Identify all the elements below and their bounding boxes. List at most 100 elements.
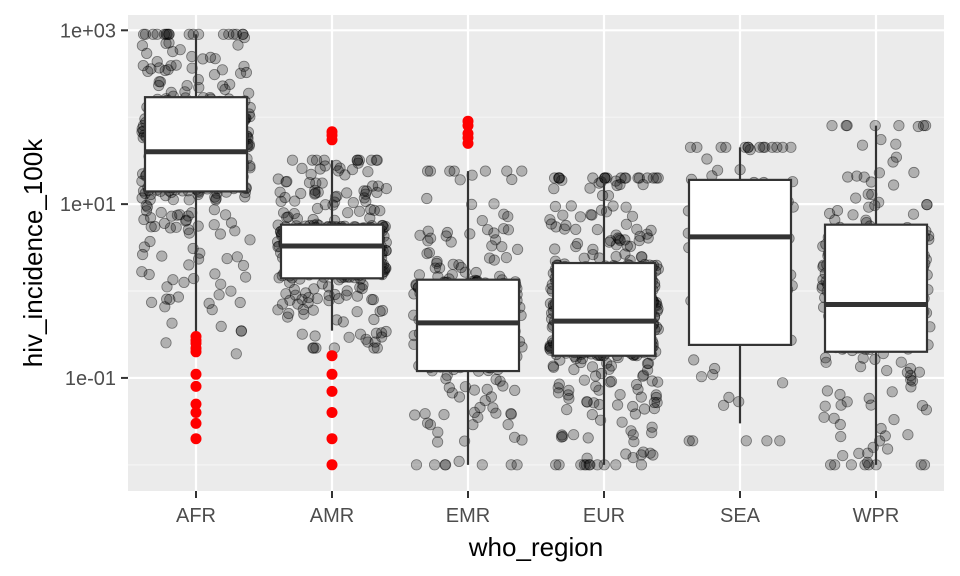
outlier-point: [462, 115, 474, 127]
jitter-point: [331, 190, 343, 202]
jitter-point: [759, 141, 771, 153]
jitter-point: [508, 431, 521, 443]
jitter-point: [204, 51, 217, 64]
jitter-point: [243, 87, 255, 99]
jitter-point: [333, 292, 345, 305]
jitter-point: [339, 169, 351, 181]
jitter-point: [368, 204, 380, 216]
jitter-point: [153, 62, 165, 74]
jitter-point: [919, 120, 932, 132]
jitter-point: [422, 235, 434, 247]
jitter-point: [356, 282, 368, 295]
jitter-point: [372, 180, 384, 192]
jitter-point: [447, 258, 459, 270]
jitter-point: [147, 28, 159, 40]
jitter-point: [497, 380, 509, 392]
outlier-point: [190, 417, 202, 429]
jitter-point: [633, 235, 645, 247]
jitter-point: [210, 194, 222, 206]
jitter-point: [216, 64, 228, 76]
jitter-point: [309, 188, 321, 200]
jitter-point: [468, 384, 480, 396]
jitter-point: [834, 418, 846, 431]
jitter-point: [209, 268, 221, 280]
jitter-point: [895, 356, 907, 368]
jitter-point: [159, 301, 171, 313]
jitter-point: [634, 230, 646, 242]
jitter-point: [357, 279, 369, 291]
jitter-point: [917, 120, 930, 132]
jitter-point: [370, 327, 382, 339]
jitter-point: [440, 230, 452, 242]
jitter-point: [550, 221, 562, 233]
jitter-point: [422, 225, 434, 237]
jitter-point: [240, 271, 252, 283]
jitter-point: [213, 289, 225, 301]
jitter-point: [183, 194, 195, 206]
jitter-point: [319, 199, 331, 211]
jitter-point: [238, 60, 250, 72]
jitter-point: [142, 65, 154, 78]
jitter-point: [563, 392, 575, 405]
jitter-point: [557, 209, 569, 221]
jitter-point: [570, 241, 582, 253]
jitter-point: [890, 151, 903, 163]
jitter-point: [346, 164, 359, 176]
jitter-point: [620, 201, 632, 213]
jitter-point: [691, 141, 703, 153]
jitter-point: [558, 223, 571, 235]
jitter-point: [766, 141, 778, 153]
jitter-point: [578, 459, 591, 471]
jitter-point: [358, 192, 370, 204]
jitter-point: [901, 366, 914, 378]
jitter-point: [646, 427, 658, 439]
jitter-point: [555, 431, 568, 443]
jitter-point: [479, 394, 491, 407]
jitter-point: [561, 403, 573, 416]
jitter-point: [863, 392, 875, 404]
jitter-point: [645, 224, 657, 236]
jitter-point: [174, 209, 186, 221]
jitter-point: [370, 154, 382, 166]
jitter-point: [620, 172, 632, 184]
jitter-point: [771, 141, 783, 153]
jitter-point: [376, 304, 389, 317]
jitter-point: [186, 62, 198, 74]
jitter-point: [306, 154, 318, 166]
jitter-point: [619, 172, 631, 184]
jitter-point: [217, 80, 229, 92]
jitter-point: [636, 251, 648, 263]
jitter-point: [828, 412, 840, 424]
jitter-point: [720, 141, 732, 153]
jitter-point: [505, 408, 517, 420]
jitter-point: [429, 262, 441, 274]
jitter-point: [281, 311, 294, 323]
jitter-point: [217, 28, 230, 40]
jitter-point: [635, 459, 648, 471]
jitter-point: [626, 210, 639, 222]
jitter-point: [605, 360, 618, 372]
jitter-point: [280, 176, 292, 188]
jitter-point: [136, 39, 148, 52]
jitter-point: [366, 180, 379, 192]
jitter-point: [342, 207, 354, 219]
box-emr: [415, 171, 521, 465]
jitter-point: [295, 187, 307, 200]
jitter-point: [845, 459, 858, 471]
jitter-point: [591, 459, 604, 471]
jitter-point: [837, 449, 849, 462]
jitter-point: [584, 182, 596, 194]
jitter-point: [141, 47, 153, 60]
jitter-point: [902, 429, 914, 441]
outlier-point: [190, 407, 202, 418]
box-sea: [687, 147, 793, 424]
x-tick-label: AMR: [310, 505, 354, 527]
jitter-point: [244, 234, 256, 246]
jitter-point: [318, 154, 330, 166]
x-tick-label: EMR: [446, 505, 490, 527]
jitter-point: [920, 404, 933, 416]
jitter-point: [646, 375, 658, 387]
jitter-point: [163, 37, 175, 49]
jitter-point: [307, 304, 319, 316]
jitter-point: [637, 179, 649, 191]
